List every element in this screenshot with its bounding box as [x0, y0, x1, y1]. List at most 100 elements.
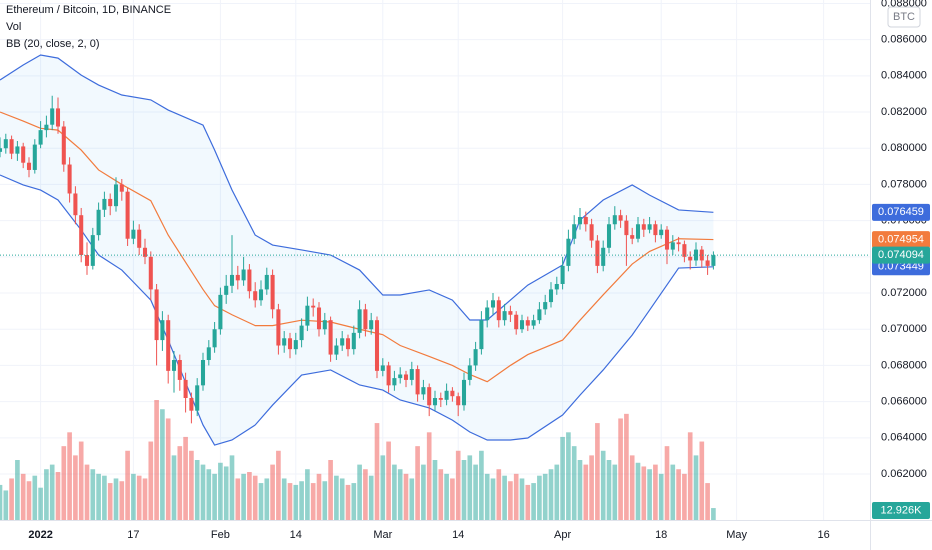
candle-body [369, 320, 374, 330]
candle-body [189, 398, 194, 411]
volume-bar [194, 460, 200, 520]
candle-body [334, 345, 339, 355]
candle-body [73, 193, 78, 216]
candle-body [9, 139, 14, 154]
volume-bar [693, 455, 699, 520]
candle-body [305, 305, 310, 326]
volume-bar [479, 450, 484, 520]
volume-bar [310, 483, 316, 520]
volume-bar [566, 432, 571, 520]
volume-bar [125, 450, 130, 520]
volume-bar [705, 483, 710, 520]
y-tick-label: 0.080000 [881, 142, 927, 154]
volume-bar [699, 441, 705, 520]
volume-bar [258, 483, 264, 520]
candle-body [473, 349, 478, 366]
candle-body [630, 235, 635, 239]
volume-bar [252, 475, 258, 520]
volume-bar [519, 478, 525, 520]
volume-label: 12.926K [881, 504, 923, 516]
candle-body [438, 398, 443, 400]
candle-body [502, 311, 507, 321]
volume-bar [542, 473, 548, 520]
volume-bar [554, 464, 560, 520]
volume-bar [415, 446, 420, 520]
candle-body [641, 224, 646, 230]
volume-bar [293, 484, 299, 520]
candle-body [276, 309, 281, 346]
volume-bar [392, 464, 397, 520]
candle-body [137, 229, 142, 248]
volume-bar [676, 469, 681, 520]
volume-bar [432, 460, 438, 520]
volume-bar [49, 464, 55, 520]
volume-bar [461, 460, 467, 520]
volume-bar [90, 469, 96, 520]
volume-bar [223, 466, 229, 520]
chart-title: Ethereum / Bitcoin, 1D, BINANCE [6, 4, 171, 16]
candle-body [543, 302, 548, 310]
volume-bar [450, 478, 455, 520]
candle-body [427, 387, 432, 406]
candle-body [699, 249, 704, 261]
candle-body [659, 229, 664, 236]
indicator-legend: BB (20, close, 2, 0) [6, 38, 100, 50]
candle-body [142, 247, 148, 257]
volume-bar [658, 473, 664, 520]
currency-label: BTC [893, 11, 915, 23]
volume-bar [589, 455, 594, 520]
candle-body [218, 294, 223, 330]
volume-bar [473, 464, 478, 520]
candle-body [311, 305, 316, 308]
volume-bar [455, 450, 461, 520]
y-tick-label: 0.088000 [881, 0, 927, 9]
grid [0, 0, 870, 520]
candle-body [664, 229, 670, 250]
candle-body [409, 369, 414, 380]
currency-box[interactable] [887, 6, 921, 28]
volume-bar [670, 464, 676, 520]
x-tick-label: 2022 [28, 529, 52, 541]
volume-bar [531, 483, 536, 520]
candle-body [618, 215, 623, 221]
volume-bar [386, 441, 391, 520]
volume-bar [200, 464, 206, 520]
candle-body [548, 289, 554, 303]
candle-body [363, 309, 368, 330]
volume-bar [78, 441, 84, 520]
volume-bar [653, 464, 658, 520]
candle-body [224, 285, 229, 295]
candle-body [705, 260, 710, 266]
candle-body [398, 374, 403, 379]
volume-bar [67, 432, 72, 520]
volume-bar [113, 478, 119, 520]
volume-bar [606, 460, 612, 520]
candle-body [688, 256, 693, 261]
candle-body [322, 320, 327, 330]
volume-bar [136, 475, 142, 520]
volume-bar [641, 466, 647, 520]
candle-body [450, 390, 455, 397]
volume-bar [247, 472, 252, 520]
candle-body [247, 269, 252, 292]
volume-bar [235, 478, 241, 520]
candle-body [461, 379, 467, 406]
candle-body [293, 340, 298, 350]
volume-bar [525, 484, 531, 520]
volume-bar [537, 475, 542, 520]
volume-bar [218, 462, 223, 520]
volume-bar [357, 464, 362, 520]
volume-bar [305, 469, 310, 520]
candle-body [50, 108, 55, 125]
candle-body [647, 224, 652, 230]
band-price-label: 0.074954 [878, 233, 924, 245]
candle-body [490, 300, 496, 308]
candle-body [601, 247, 606, 266]
volume-legend: Vol [6, 21, 21, 33]
volume-bar [629, 455, 635, 520]
candle-body [79, 215, 84, 256]
candle-body [38, 130, 43, 145]
volume-bar [9, 478, 14, 520]
candle-body [3, 139, 8, 149]
